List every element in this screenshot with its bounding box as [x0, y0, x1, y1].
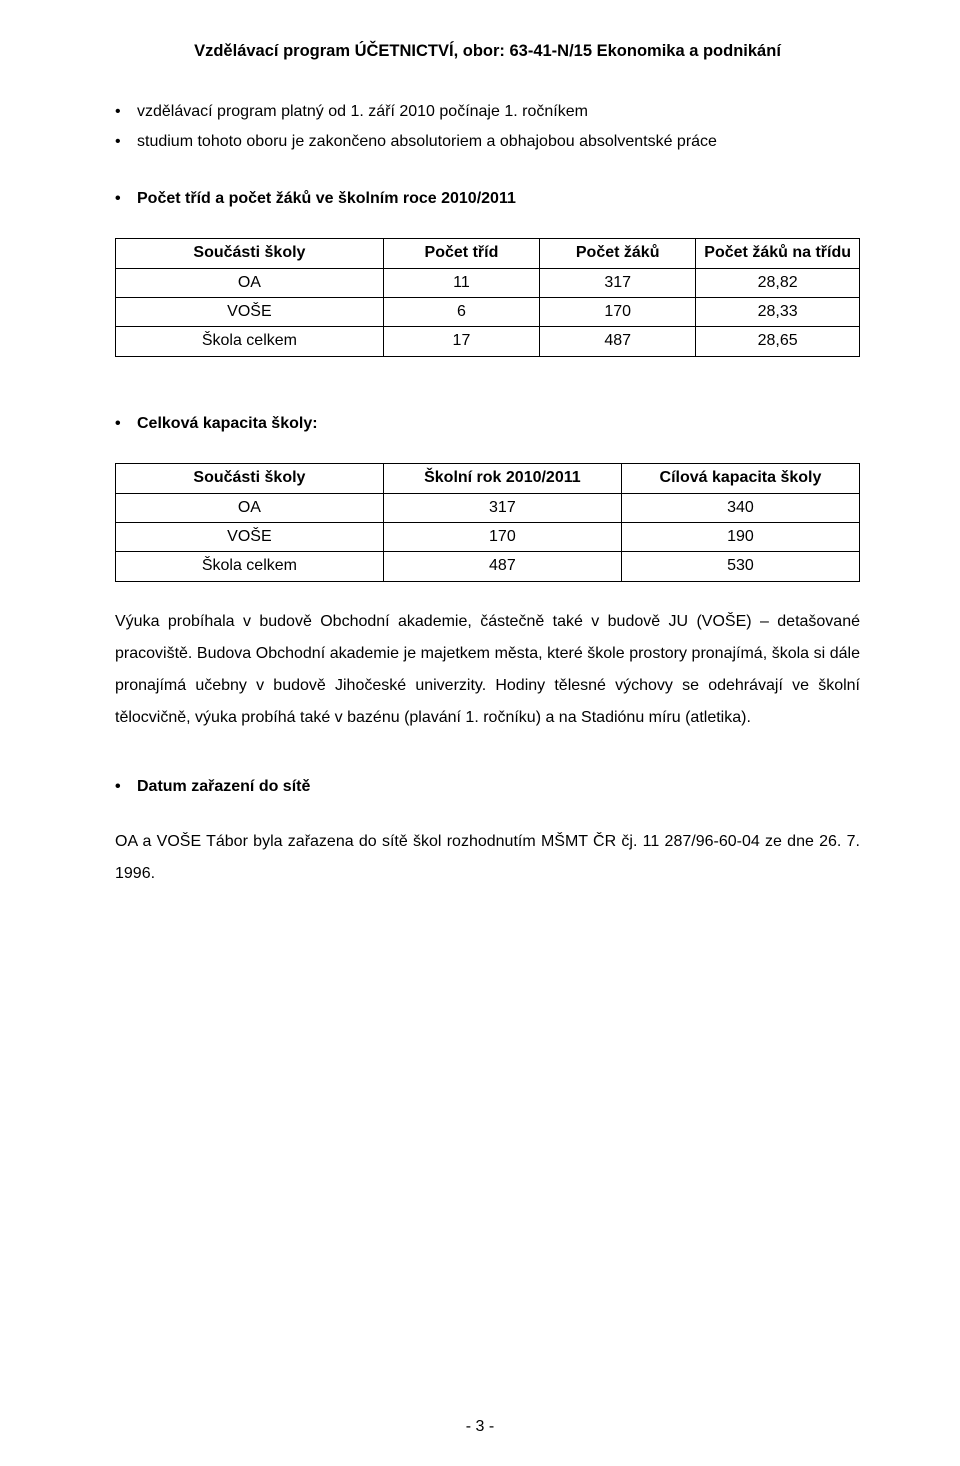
table-cell: OA — [116, 268, 384, 297]
table-header-cell: Součásti školy — [116, 239, 384, 268]
table-row: Škola celkem 487 530 — [116, 552, 860, 581]
table-cell: 190 — [621, 523, 859, 552]
table-capacity: Součásti školy Školní rok 2010/2011 Cílo… — [115, 463, 860, 582]
table-header-cell: Počet tříd — [383, 239, 539, 268]
table-row: VOŠE 6 170 28,33 — [116, 298, 860, 327]
table-cell: 487 — [383, 552, 621, 581]
section1-heading: Počet tříd a počet žáků ve školním roce … — [137, 188, 860, 210]
table-row: OA 11 317 28,82 — [116, 268, 860, 297]
table-cell: OA — [116, 493, 384, 522]
table-row: VOŠE 170 190 — [116, 523, 860, 552]
table-cell: 6 — [383, 298, 539, 327]
section-heading-list: Celková kapacita školy: — [115, 413, 860, 435]
intro-bullet-list: vzdělávací program platný od 1. září 201… — [115, 101, 860, 154]
table-header-cell: Počet žáků na třídu — [696, 239, 860, 268]
table-class-counts: Součásti školy Počet tříd Počet žáků Poč… — [115, 238, 860, 357]
table-cell: VOŠE — [116, 523, 384, 552]
page-number: - 3 - — [0, 1416, 960, 1438]
table-cell: 530 — [621, 552, 859, 581]
table-header-cell: Cílová kapacita školy — [621, 464, 859, 493]
body-paragraph-1: Výuka probíhala v budově Obchodní akadem… — [115, 606, 860, 734]
table-header-cell: Součásti školy — [116, 464, 384, 493]
table-cell: 317 — [383, 493, 621, 522]
table-cell: 170 — [383, 523, 621, 552]
table-header-row: Součásti školy Školní rok 2010/2011 Cílo… — [116, 464, 860, 493]
table-cell: 170 — [540, 298, 696, 327]
table-cell: 28,82 — [696, 268, 860, 297]
table-cell: 28,65 — [696, 327, 860, 356]
table-cell: 11 — [383, 268, 539, 297]
section-heading-list: Datum zařazení do sítě — [115, 776, 860, 798]
body-paragraph-2: OA a VOŠE Tábor byla zařazena do sítě šk… — [115, 826, 860, 890]
table-cell: 28,33 — [696, 298, 860, 327]
table-row: OA 317 340 — [116, 493, 860, 522]
intro-bullet-item: studium tohoto oboru je zakončeno absolu… — [137, 131, 860, 153]
section3-heading: Datum zařazení do sítě — [137, 776, 860, 798]
table-cell: Škola celkem — [116, 552, 384, 581]
table-cell: Škola celkem — [116, 327, 384, 356]
table-header-cell: Školní rok 2010/2011 — [383, 464, 621, 493]
table-cell: VOŠE — [116, 298, 384, 327]
table-cell: 17 — [383, 327, 539, 356]
page-header-title: Vzdělávací program ÚČETNICTVÍ, obor: 63-… — [115, 40, 860, 63]
table-row: Škola celkem 17 487 28,65 — [116, 327, 860, 356]
section-heading-list: Počet tříd a počet žáků ve školním roce … — [115, 188, 860, 210]
table-header-cell: Počet žáků — [540, 239, 696, 268]
table-cell: 340 — [621, 493, 859, 522]
table-header-row: Součásti školy Počet tříd Počet žáků Poč… — [116, 239, 860, 268]
intro-bullet-item: vzdělávací program platný od 1. září 201… — [137, 101, 860, 123]
table-cell: 317 — [540, 268, 696, 297]
table-cell: 487 — [540, 327, 696, 356]
section2-heading: Celková kapacita školy: — [137, 413, 860, 435]
